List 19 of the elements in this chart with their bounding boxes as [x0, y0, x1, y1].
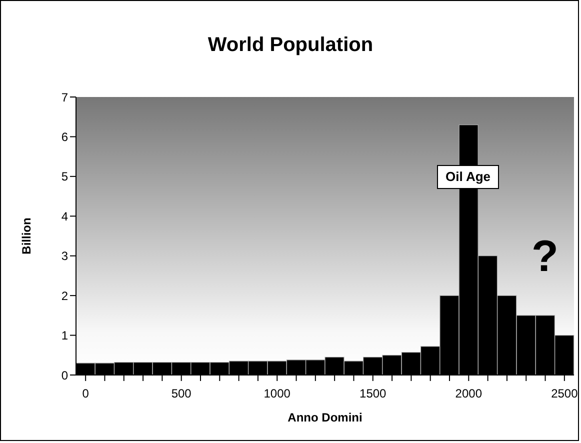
annotation: Oil Age	[437, 165, 499, 189]
chart-title: World Population	[206, 34, 374, 57]
x-tick-label: 1000	[264, 386, 291, 401]
y-tick-label: 0	[61, 368, 68, 382]
x-axis-title: Anno Domini	[288, 410, 362, 425]
x-tick-label: 500	[171, 386, 192, 401]
y-tick-label: 5	[61, 170, 68, 184]
y-tick-label: 6	[61, 130, 68, 144]
y-tick-label: 4	[61, 209, 68, 224]
x-tick-label: 1500	[360, 386, 387, 401]
x-tick-label: 2000	[455, 386, 482, 401]
y-tick-label: 3	[61, 249, 68, 264]
x-tick-label: 0	[82, 386, 90, 401]
y-axis-title: Billion	[19, 218, 34, 254]
annotation: ?	[530, 232, 560, 282]
y-tick-label: 7	[61, 90, 68, 104]
y-tick-label: 2	[61, 288, 68, 303]
x-tick-label: 2500	[551, 386, 578, 401]
y-tick-label: 1	[61, 328, 68, 343]
